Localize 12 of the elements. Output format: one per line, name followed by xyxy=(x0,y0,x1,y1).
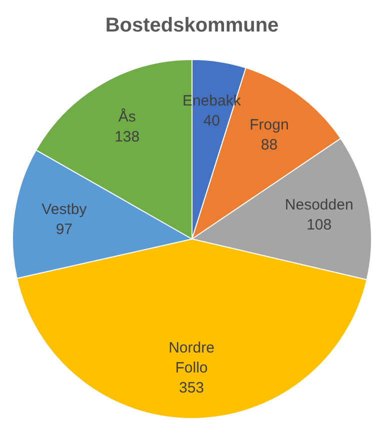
data-label: 88 xyxy=(260,136,278,154)
slice-label: Vestby xyxy=(42,200,88,218)
data-label: 353 xyxy=(178,379,204,396)
data-label: 40 xyxy=(203,112,220,130)
slice-label: Frogn xyxy=(250,116,289,134)
chart-title: Bostedskommune xyxy=(105,14,279,37)
slice-label: Nesodden xyxy=(284,196,354,214)
slice-label: Nordre Follo xyxy=(168,339,214,376)
data-label: 138 xyxy=(114,128,140,146)
data-label: 108 xyxy=(306,216,332,234)
data-label: 97 xyxy=(56,220,73,238)
slice-label: Ås xyxy=(118,107,136,126)
